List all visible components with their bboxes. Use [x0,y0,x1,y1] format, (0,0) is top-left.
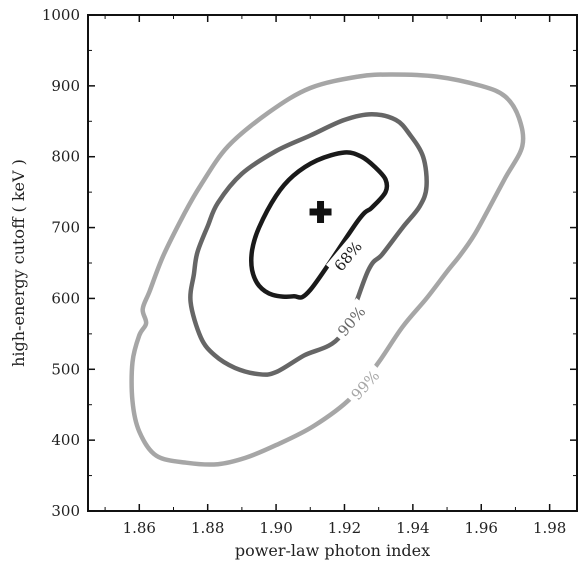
y-tick-label: 400 [51,431,80,449]
contours-layer [129,72,526,467]
contour-90-line [188,111,429,377]
best-fit-marker-vertical [317,200,325,223]
y-tick-label: 300 [51,502,80,520]
x-tick-label: 1.98 [533,519,566,537]
y-tick-label: 700 [51,219,80,237]
y-tick-label: 500 [51,360,80,378]
y-axis-label: high-energy cutoff ( keV ) [9,159,28,367]
y-tick-label: 900 [51,77,80,95]
x-axis: 1.86 1.88 1.90 1.92 1.94 1.96 1.98 [104,15,566,537]
x-tick-label: 1.86 [123,519,156,537]
y-axis: 300 400 500 600 700 800 900 1000 [42,6,577,520]
x-tick-label: 1.90 [259,519,292,537]
x-tick-label: 1.94 [396,519,429,537]
contour-99-label-group: 99% [342,361,388,408]
contour-99-line [129,72,526,467]
contour-label-backing [329,297,374,345]
y-tick-label: 1000 [42,6,80,24]
y-tick-label: 800 [51,148,80,166]
contour-label-backing [342,361,388,408]
contour-label-backing [325,232,370,280]
y-tick-label: 600 [51,289,80,307]
x-tick-label: 1.96 [465,519,498,537]
contour-68-line [249,150,390,300]
best-fit-marker-layer [309,200,332,223]
x-axis-label: power-law photon index [235,541,430,560]
x-tick-label: 1.88 [191,519,224,537]
contour-90-label-group: 90% [329,297,374,345]
x-tick-label: 1.92 [328,519,361,537]
